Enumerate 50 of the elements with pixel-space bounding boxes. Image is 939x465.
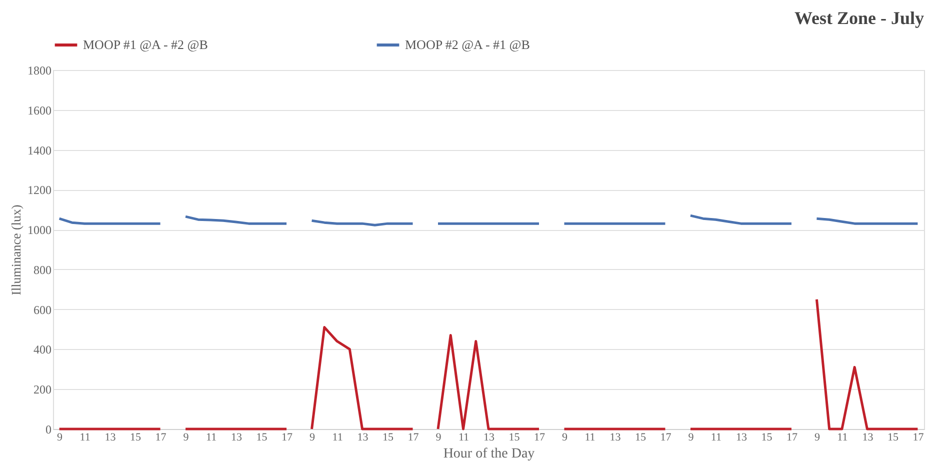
x-tick-label: 15 <box>256 432 268 444</box>
y-tick-label: 1800 <box>28 64 52 78</box>
y-tick-label: 1600 <box>28 103 52 118</box>
x-tick-label: 13 <box>736 432 748 444</box>
x-tick-label: 13 <box>610 432 622 444</box>
y-tick-label: 400 <box>34 342 52 357</box>
x-tick-label: 15 <box>634 432 646 444</box>
x-tick-label: 13 <box>357 432 369 444</box>
y-tick-label: 800 <box>34 262 52 277</box>
x-tick-label: 9 <box>57 432 64 444</box>
legend-label: MOOP #2 @A - #1 @B <box>405 37 530 52</box>
x-axis-title: Hour of the Day <box>443 446 535 462</box>
x-tick-label: 9 <box>562 432 568 444</box>
y-tick-label: 1200 <box>28 183 52 198</box>
x-tick-label: 17 <box>282 432 294 444</box>
x-tick-label: 11 <box>206 432 217 444</box>
x-tick-label: 15 <box>761 432 773 444</box>
x-tick-label: 17 <box>534 432 546 444</box>
x-tick-label: 13 <box>484 432 495 444</box>
y-tick-label: 1400 <box>28 143 52 158</box>
x-tick-label: 15 <box>887 432 899 444</box>
x-tick-label: 13 <box>231 432 243 444</box>
y-tick-label: 200 <box>34 382 52 397</box>
y-tick-label: 600 <box>34 302 52 317</box>
x-tick-label: 11 <box>710 432 722 444</box>
x-tick-label: 17 <box>912 432 924 444</box>
x-tick-label: 9 <box>814 432 820 444</box>
x-tick-label: 9 <box>183 432 190 444</box>
x-tick-label: 17 <box>786 432 798 444</box>
chart-title: West Zone - July <box>794 8 924 28</box>
x-tick-label: 11 <box>837 432 848 444</box>
x-tick-label: 11 <box>332 432 343 444</box>
x-tick-label: 11 <box>458 432 470 444</box>
x-tick-label: 17 <box>155 432 167 444</box>
x-tick-label: 15 <box>130 432 142 444</box>
y-tick-label: 0 <box>46 422 52 436</box>
x-tick-label: 13 <box>104 432 116 444</box>
x-tick-label: 9 <box>436 432 442 444</box>
x-tick-label: 11 <box>584 432 596 444</box>
y-tick-label: 1000 <box>28 223 52 238</box>
legend-label: MOOP #1 @A - #2 @B <box>83 37 208 52</box>
x-tick-label: 11 <box>80 432 90 444</box>
y-axis-title: Illuminance (lux) <box>8 204 24 296</box>
x-tick-label: 13 <box>862 432 874 444</box>
x-tick-label: 15 <box>382 432 394 444</box>
x-tick-label: 17 <box>660 432 672 444</box>
x-tick-label: 9 <box>688 432 694 444</box>
x-tick-label: 15 <box>508 432 520 444</box>
x-tick-label: 17 <box>408 432 420 444</box>
x-tick-label: 9 <box>310 432 316 444</box>
